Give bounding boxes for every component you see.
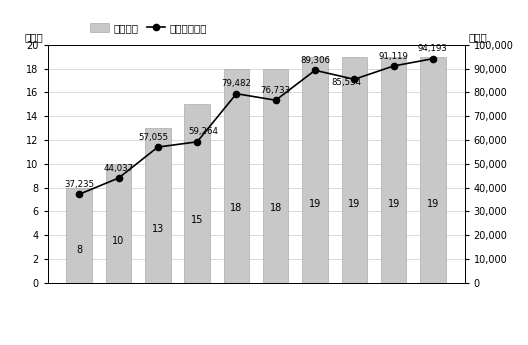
Text: 18: 18 <box>270 203 282 213</box>
Bar <box>224 69 249 283</box>
Bar <box>420 57 446 283</box>
Text: 94,193: 94,193 <box>418 44 448 53</box>
Text: 44,037: 44,037 <box>103 164 134 173</box>
Bar <box>302 57 328 283</box>
Text: 76,733: 76,733 <box>261 86 291 95</box>
Bar <box>381 57 407 283</box>
Text: 15: 15 <box>191 215 203 225</box>
Bar <box>67 188 92 283</box>
Text: 19: 19 <box>309 199 321 209</box>
Text: 19: 19 <box>348 199 361 209</box>
Text: 91,119: 91,119 <box>379 52 409 61</box>
Text: 18: 18 <box>230 203 242 213</box>
Text: 79,482: 79,482 <box>221 79 251 88</box>
Text: 19: 19 <box>388 199 400 209</box>
Text: 8: 8 <box>76 245 82 255</box>
Bar <box>263 69 288 283</box>
Text: 19: 19 <box>427 199 439 209</box>
Text: 10: 10 <box>112 236 125 246</box>
Bar <box>145 128 171 283</box>
Bar <box>106 164 131 283</box>
Legend: 実施校数, 参加延べ人数: 実施校数, 参加延べ人数 <box>86 19 211 38</box>
Bar <box>342 57 367 283</box>
Text: 89,306: 89,306 <box>300 56 330 65</box>
Text: 85,534: 85,534 <box>332 78 362 87</box>
Text: 37,235: 37,235 <box>64 180 95 189</box>
Text: 13: 13 <box>152 224 164 234</box>
Text: （校）: （校） <box>25 32 43 42</box>
Text: 59,264: 59,264 <box>188 127 218 137</box>
Bar <box>184 104 210 283</box>
Text: （人）: （人） <box>469 32 487 42</box>
Text: 57,055: 57,055 <box>139 133 169 142</box>
